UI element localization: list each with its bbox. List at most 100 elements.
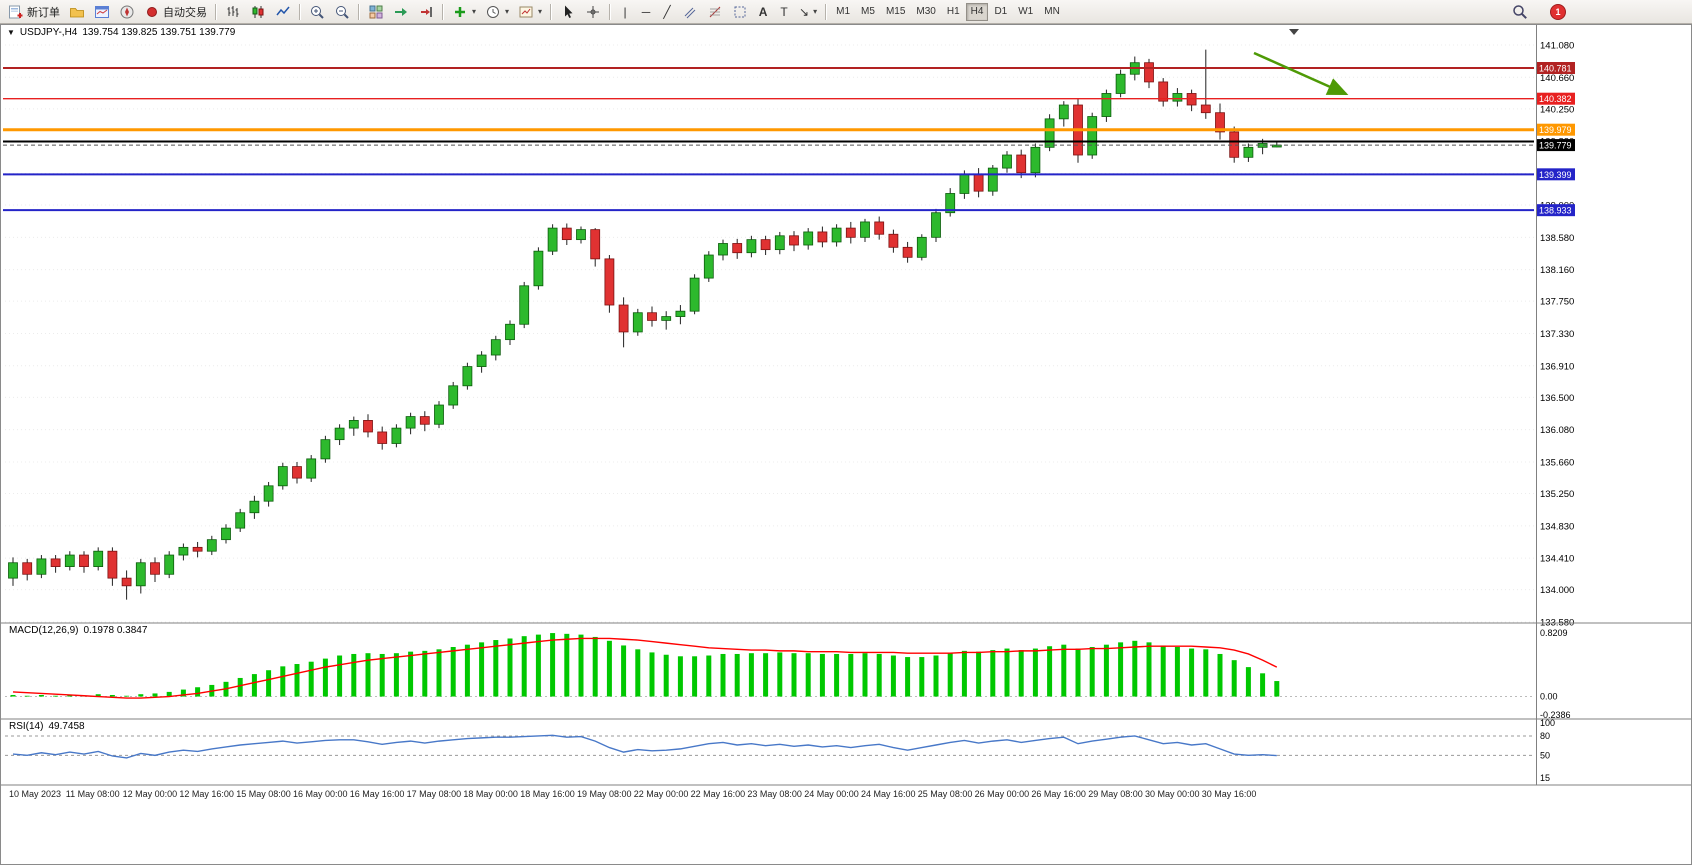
time-axis-label: 22 May 16:00 — [691, 789, 746, 799]
vertical-line-button[interactable]: | — [615, 2, 635, 22]
auto-scroll-button[interactable] — [389, 2, 413, 22]
rsi-scale-label: 100 — [1540, 718, 1555, 728]
toolbar-separator — [550, 3, 553, 20]
new-order-label: 新订单 — [27, 6, 60, 19]
time-axis-label: 16 May 00:00 — [293, 789, 348, 799]
auto-scroll-icon — [395, 7, 407, 16]
navigator-compass-icon — [120, 5, 134, 18]
horizontal-line-button[interactable]: ─ — [636, 2, 656, 22]
search-button[interactable] — [1508, 2, 1532, 22]
zoom-in-button[interactable] — [305, 2, 329, 22]
rsi-scale-label: 80 — [1540, 731, 1550, 741]
arrows-button[interactable]: ↘ ▾ — [795, 2, 821, 22]
time-axis-label: 25 May 08:00 — [918, 789, 973, 799]
price-tick-label: 134.410 — [1540, 554, 1574, 565]
autotrading-label: 自动交易 — [163, 6, 207, 19]
new-order-button[interactable]: 新订单 — [4, 2, 64, 22]
macd-scale-label: -0.2386 — [1540, 710, 1571, 720]
toolbar-separator — [825, 3, 828, 20]
fibonacci-button[interactable] — [703, 2, 727, 22]
text-label-button[interactable]: T — [774, 2, 794, 22]
price-tick-label: 134.000 — [1540, 585, 1574, 596]
trend-arrow-annotation[interactable] — [1253, 51, 1349, 96]
macd-indicator-name: MACD(12,26,9) — [9, 625, 79, 636]
shapes-icon — [734, 6, 746, 17]
macd-panel-label: MACD(12,26,9) 0.1978 0.3847 — [9, 625, 147, 636]
indicators-button[interactable]: ▾ — [448, 2, 480, 22]
timeframe-h1-button[interactable]: H1 — [942, 3, 965, 21]
line-chart-button[interactable] — [271, 2, 295, 22]
notification-badge[interactable]: 1 — [1550, 4, 1566, 20]
timeframe-w1-button[interactable]: W1 — [1013, 3, 1038, 21]
macd-signal-line — [12, 637, 1278, 699]
macd-panel: 0.8209 0.00 -0.2386 — [5, 628, 1571, 720]
fibonacci-icon — [709, 6, 721, 17]
timeframe-h4-button[interactable]: H4 — [965, 2, 989, 21]
crosshair-button[interactable] — [581, 2, 605, 22]
time-axis-label: 24 May 16:00 — [861, 789, 916, 799]
zoom-in-icon — [311, 5, 324, 19]
main-toolbar: 新订单 自动交易 — [0, 0, 1692, 24]
shapes-button[interactable] — [728, 2, 752, 22]
price-line-badge-label: 139.779 — [1539, 141, 1572, 151]
chart-shift-button[interactable] — [414, 2, 438, 22]
one-click-trading-toggle[interactable]: ▼ — [7, 28, 15, 37]
time-axis-label: 30 May 16:00 — [1202, 789, 1257, 799]
price-line-badge — [1537, 92, 1575, 105]
periods-clock-icon — [487, 5, 500, 18]
toolbar-separator — [609, 3, 612, 20]
caret-down-icon: ▾ — [472, 7, 477, 16]
caret-down-icon: ▾ — [813, 7, 818, 16]
time-axis-label: 26 May 16:00 — [1031, 789, 1086, 799]
chart-window: 0.8209 0.00 -0.2386 100 80 50 15 10 May 2023 11 … — [0, 24, 1692, 865]
templates-button[interactable]: ▾ — [514, 2, 546, 22]
timeframe-d1-button[interactable]: D1 — [989, 3, 1012, 21]
cursor-pointer-icon — [565, 5, 573, 18]
chart-ohlc-quote: 139.754 139.825 139.751 139.779 — [82, 27, 236, 38]
price-line-badge-label: 139.979 — [1539, 125, 1572, 135]
periods-button[interactable]: ▾ — [481, 2, 513, 22]
rsi-indicator-value: 49.7458 — [48, 721, 85, 732]
channel-button[interactable] — [678, 2, 702, 22]
indicators-plus-icon — [455, 6, 465, 17]
time-axis-label: 15 May 08:00 — [236, 789, 291, 799]
cursor-button[interactable] — [556, 2, 580, 22]
text-button[interactable]: A — [753, 2, 773, 22]
timeframe-m15-button[interactable]: M15 — [881, 3, 910, 21]
price-line-badge — [1537, 123, 1575, 136]
time-axis-label: 26 May 00:00 — [975, 789, 1030, 799]
time-axis-label: 11 May 08:00 — [66, 789, 120, 799]
timeframe-m1-button[interactable]: M1 — [831, 3, 855, 21]
timeframe-m5-button[interactable]: M5 — [856, 3, 880, 21]
navigator-button[interactable] — [115, 2, 139, 22]
price-lines[interactable] — [3, 67, 1534, 212]
profiles-button[interactable] — [65, 2, 89, 22]
market-watch-button[interactable] — [90, 2, 114, 22]
bar-chart-button[interactable] — [221, 2, 245, 22]
macd-scale-label: 0.8209 — [1540, 628, 1568, 638]
time-axis-label: 18 May 16:00 — [520, 789, 575, 799]
price-line-badge-label: 140.781 — [1539, 64, 1572, 74]
time-axis-label: 12 May 00:00 — [123, 789, 178, 799]
tile-windows-button[interactable] — [364, 2, 388, 22]
candlestick-chart-button[interactable] — [246, 2, 270, 22]
trendline-button[interactable]: ╱ — [657, 2, 677, 22]
annotations — [1253, 29, 1349, 96]
zoom-out-button[interactable] — [330, 2, 354, 22]
rsi-scale-label: 50 — [1540, 750, 1550, 760]
chart-shift-icon — [421, 6, 432, 17]
price-line-badge — [1537, 62, 1575, 75]
price-tick-label: 136.910 — [1540, 361, 1574, 372]
zoom-out-icon — [336, 5, 349, 19]
price-tick-label: 141.080 — [1540, 41, 1574, 52]
new-order-icon — [9, 5, 23, 18]
autotrading-button[interactable]: 自动交易 — [140, 2, 211, 22]
timeframe-mn-button[interactable]: MN — [1039, 3, 1065, 21]
price-line-badge — [1537, 204, 1575, 217]
timeframe-m30-button[interactable]: M30 — [911, 3, 940, 21]
toolbar-separator — [299, 3, 301, 20]
chart-shift-marker-icon[interactable] — [1289, 29, 1299, 35]
toolbar-right-group: 1 — [1508, 2, 1566, 22]
price-tick-label: 138.580 — [1540, 233, 1574, 244]
